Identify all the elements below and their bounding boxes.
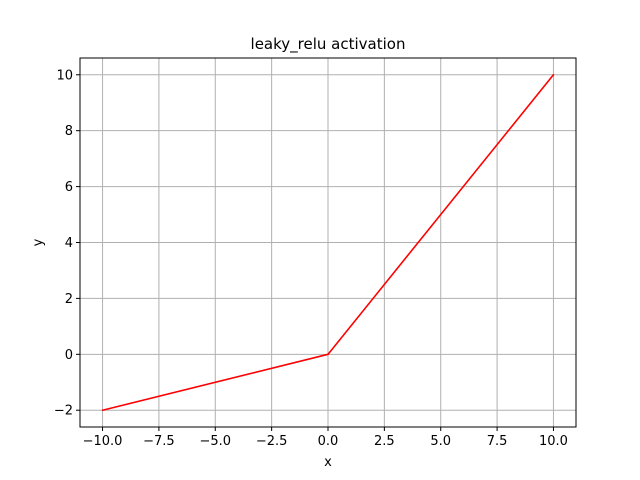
x-tick-label: 5.0	[430, 434, 451, 449]
grid	[80, 58, 576, 427]
x-tick-label: 10.0	[539, 434, 568, 449]
x-axis-title: x	[324, 455, 332, 470]
y-axis-title: y	[31, 238, 46, 246]
data-point	[327, 353, 329, 356]
y-tick-label: 6	[65, 180, 73, 195]
x-tick-label: −5.0	[199, 434, 231, 449]
data-point	[101, 409, 104, 412]
y-tick-label: 8	[65, 124, 73, 139]
x-axis-ticks: −10.0 −7.5 −5.0 −2.5 0.0 2.5 5.0 7.5 10.0	[83, 427, 568, 449]
y-axis-ticks: −2 0 2 4 6 8 10	[54, 68, 80, 419]
x-tick-label: −10.0	[83, 434, 123, 449]
y-tick-label: 4	[65, 236, 73, 251]
plot-series	[101, 73, 555, 412]
x-tick-label: 0.0	[318, 434, 339, 449]
y-tick-label: 0	[65, 348, 73, 363]
y-tick-label: 10	[56, 68, 73, 83]
x-tick-label: 2.5	[374, 434, 395, 449]
x-tick-label: −7.5	[143, 434, 175, 449]
x-tick-label: 7.5	[487, 434, 508, 449]
x-tick-label: −2.5	[256, 434, 288, 449]
y-tick-label: −2	[54, 404, 73, 419]
chart-title: leaky_relu activation	[251, 35, 406, 54]
data-point	[552, 73, 555, 76]
y-tick-label: 2	[65, 292, 73, 307]
